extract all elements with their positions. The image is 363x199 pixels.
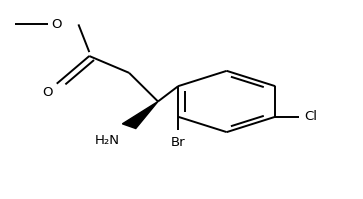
Text: O: O	[42, 86, 53, 99]
Text: Br: Br	[171, 136, 185, 149]
Text: H₂N: H₂N	[95, 134, 120, 146]
Polygon shape	[122, 101, 158, 129]
Text: Cl: Cl	[304, 110, 317, 123]
Text: O: O	[52, 18, 62, 31]
